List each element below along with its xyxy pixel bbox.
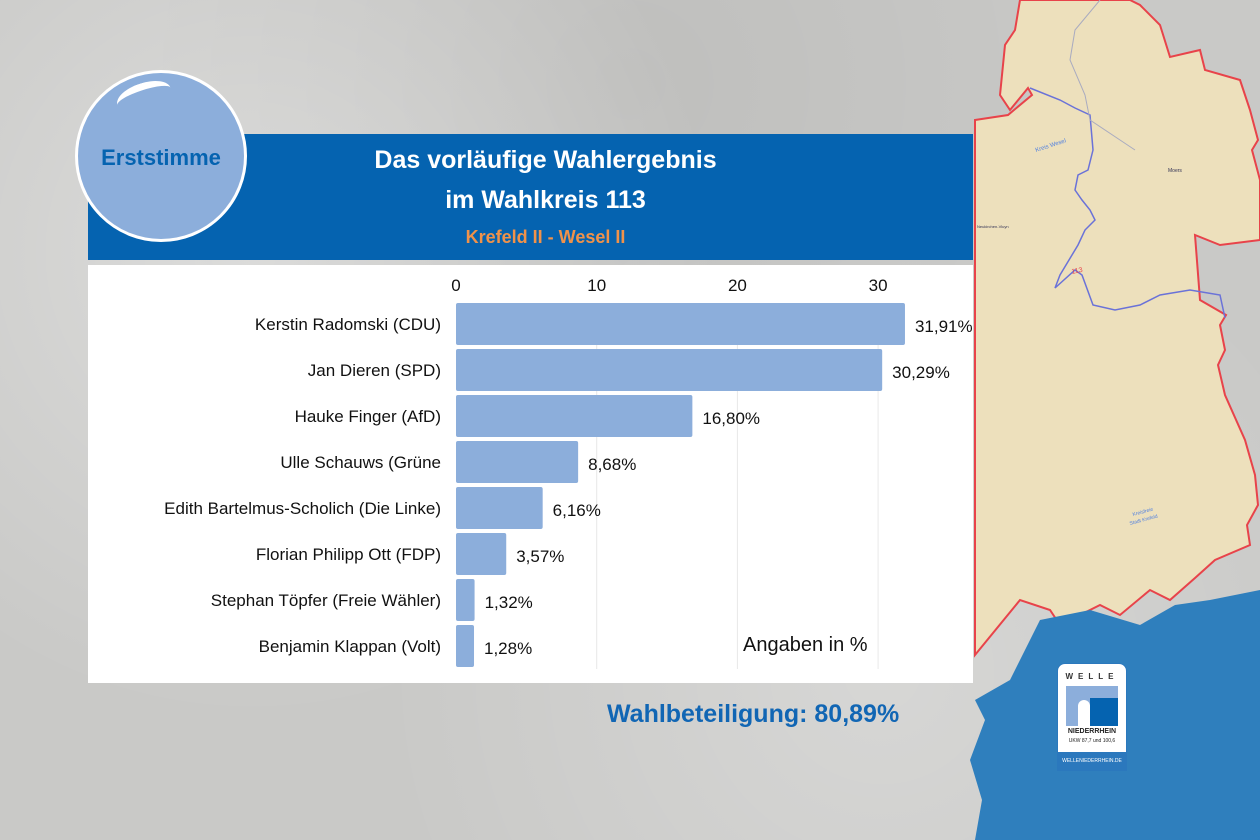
category-label: Florian Philipp Ott (FDP) [256,545,441,564]
map-label-113: 113 [1071,267,1083,276]
data-label: 1,32% [485,593,533,612]
badge-label: Erststimme [101,145,221,170]
district-border [1029,87,1226,319]
constituency-subtitle: Krefeld II - Wesel II [465,227,626,247]
data-label: 8,68% [588,455,636,474]
bar [456,625,475,667]
bar [456,395,693,437]
bar [456,303,905,345]
bar [456,349,883,391]
map-label-neukirchen: Neukirchen-Vluyn [977,224,1009,229]
category-label: Jan Dieren (SPD) [308,361,441,380]
category-label: Kerstin Radomski (CDU) [255,315,441,334]
map-region [974,0,1260,658]
logo-n-shade [1090,698,1118,726]
category-label: Edith Bartelmus-Scholich (Die Linke) [164,499,441,518]
category-label: Benjamin Klappan (Volt) [259,637,441,656]
data-label: 30,29% [892,363,950,382]
logo-n-gap [1078,700,1090,726]
x-tick-label: 10 [587,276,606,295]
bar-chart: 0 10 20 30 Kerstin Radomski (CDU) 31,91% Jan D… [164,276,973,669]
data-label: 3,57% [516,547,564,566]
data-label: 31,91% [915,317,973,336]
map-label-moers: Moers [1168,168,1182,174]
page-title-line1: Das vorläufige Wahlergebnis [374,146,717,174]
category-label: Hauke Finger (AfD) [295,407,441,426]
x-tick-label: 30 [869,276,888,295]
logo-frequency: UKW 87,7 und 100,6 [1068,738,1116,744]
bar [456,487,543,529]
page-title-line2: im Wahlkreis 113 [445,186,646,214]
data-label: 1,28% [484,639,532,658]
voter-turnout: Wahlbeteiligung: 80,89% [607,700,900,728]
logo-brand-name: NIEDERRHEIN [1067,728,1117,735]
logo-url: WELLENIEDERRHEIN.DE [1058,752,1126,770]
category-label: Stephan Töpfer (Freie Wähler) [211,591,441,610]
x-tick-label: 20 [728,276,747,295]
chart-panel: 0 10 20 30 Kerstin Radomski (CDU) 31,91% Jan D… [88,265,973,683]
chart-annotation: Angaben in % [743,634,868,656]
bar [456,579,475,621]
shine-highlight [113,75,175,118]
bar [456,533,507,575]
logo-brand-top: WELLE [1065,672,1119,681]
vote-type-badge: Erststimme [75,70,247,242]
map-label-kreisfreie: Kreisfreie [1132,507,1154,518]
data-label: 16,80% [702,409,760,428]
welle-niederrhein-logo: WELLE NIEDERRHEIN UKW 87,7 und 100,6 WEL… [1057,663,1127,771]
bar [456,441,579,483]
municipal-border [1069,0,1136,151]
data-label: 6,16% [553,501,601,520]
x-tick-label: 0 [451,276,460,295]
category-label: Ulle Schauws (Grüne [280,453,441,472]
